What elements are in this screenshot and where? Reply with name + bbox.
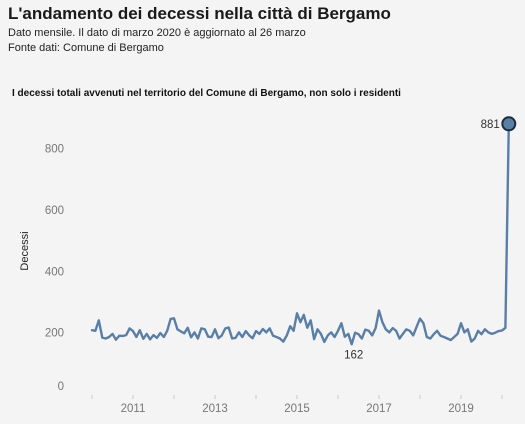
y-tick-label: 0: [58, 381, 64, 393]
page-subtitle: Dato mensile. Il dato di marzo 2020 è ag…: [8, 27, 306, 39]
annotation-label: 881: [481, 119, 500, 131]
y-tick-label: 200: [45, 328, 64, 340]
y-axis-title: Decessi: [19, 231, 31, 270]
highlight-point: [501, 116, 517, 132]
y-tick-label: 600: [45, 205, 64, 217]
x-tick-label: 2013: [202, 403, 228, 415]
source-note: Fonte dati: Comune di Bergamo: [8, 42, 164, 54]
x-tick-label: 2011: [121, 403, 146, 415]
page-title: L'andamento dei decessi nella città di B…: [8, 4, 391, 23]
chart-title: I decessi totali avvenuti nel territorio…: [12, 88, 401, 99]
annotation-label: 162: [344, 349, 363, 361]
x-tick-label: 2015: [284, 403, 310, 415]
series-line: [90, 122, 510, 346]
y-tick-label: 400: [45, 266, 64, 278]
x-tick-label: 2017: [366, 403, 392, 415]
x-tick-label: 2019: [448, 403, 474, 415]
y-tick-label: 800: [45, 144, 64, 156]
